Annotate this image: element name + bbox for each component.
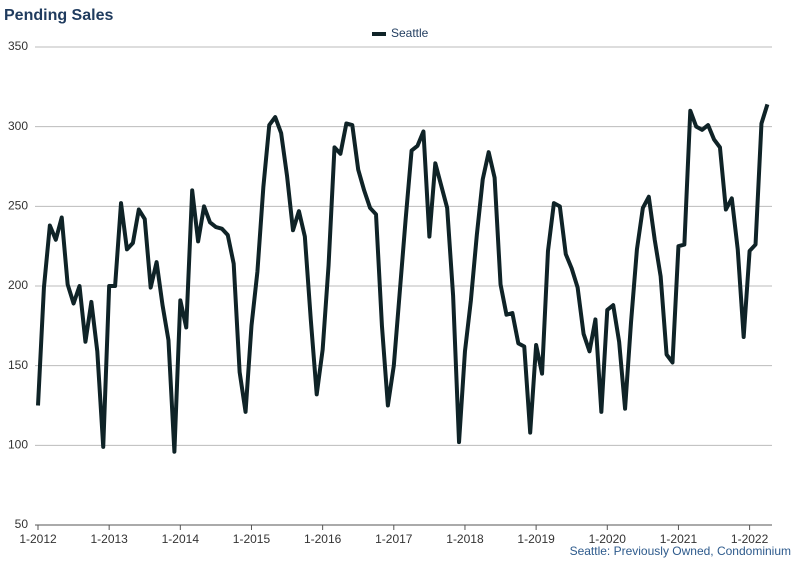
y-tick-label: 250	[8, 199, 28, 213]
chart-title: Pending Sales	[4, 7, 113, 24]
data-line	[36, 103, 770, 454]
x-tick-label: 1-2018	[446, 532, 484, 546]
x-tick-label: 1-2016	[304, 532, 342, 546]
y-tick-label: 150	[8, 358, 28, 372]
footnote: Seattle: Previously Owned, Condominium	[570, 544, 791, 558]
y-tick-label: 200	[8, 278, 28, 292]
x-tick-label: 1-2017	[375, 532, 413, 546]
y-tick-label: 350	[8, 39, 28, 53]
y-tick-label: 300	[8, 119, 28, 133]
x-tick-label: 1-2015	[233, 532, 271, 546]
x-tick-label: 1-2022	[731, 532, 769, 546]
x-tick-label: 1-2019	[517, 532, 555, 546]
x-tick-label: 1-2013	[90, 532, 128, 546]
x-tick-label: 1-2012	[19, 532, 57, 546]
legend-label: Seattle	[391, 26, 429, 40]
x-tick-label: 1-2021	[660, 532, 698, 546]
x-tick-label: 1-2014	[162, 532, 200, 546]
y-tick-label: 50	[15, 517, 29, 531]
x-tick-label: 1-2020	[589, 532, 627, 546]
y-tick-label: 100	[8, 438, 28, 452]
